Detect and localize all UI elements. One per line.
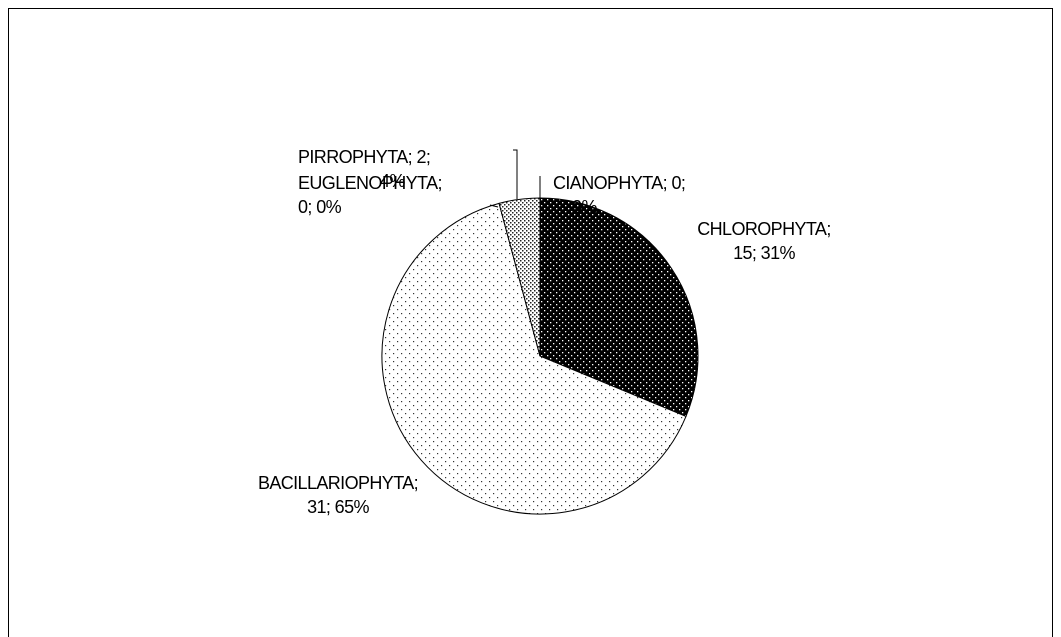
pie-slice xyxy=(381,202,687,515)
data-label: CHLOROPHYTA; 15; 31% xyxy=(697,219,831,263)
data-label: BACILLARIOPHYTA; 31; 65% xyxy=(258,473,418,517)
pie-slice xyxy=(539,197,699,418)
data-label: CIANOPHYTA; 0; 0% xyxy=(553,173,685,217)
leader-line xyxy=(489,204,499,208)
data-label-line: PIRROPHYTA; 2; xyxy=(298,147,430,167)
data-label: EUGLENOPHYTA; 0; 0% xyxy=(298,173,442,217)
data-label-line: CHLOROPHYTA; xyxy=(697,219,831,239)
data-label-line: 31; 65% xyxy=(307,497,369,517)
data-label-line: EUGLENOPHYTA; xyxy=(298,173,442,193)
leader-line xyxy=(513,149,518,199)
data-label-line: 0% xyxy=(572,197,597,217)
data-label-line: CIANOPHYTA; 0; xyxy=(553,173,685,193)
data-label-line: BACILLARIOPHYTA; xyxy=(258,473,418,493)
data-label-line: 15; 31% xyxy=(733,243,795,263)
data-label-line: 4% xyxy=(380,171,405,191)
data-label-line: 0; 0% xyxy=(298,197,342,217)
data-label: PIRROPHYTA; 2; 4% xyxy=(298,147,430,191)
